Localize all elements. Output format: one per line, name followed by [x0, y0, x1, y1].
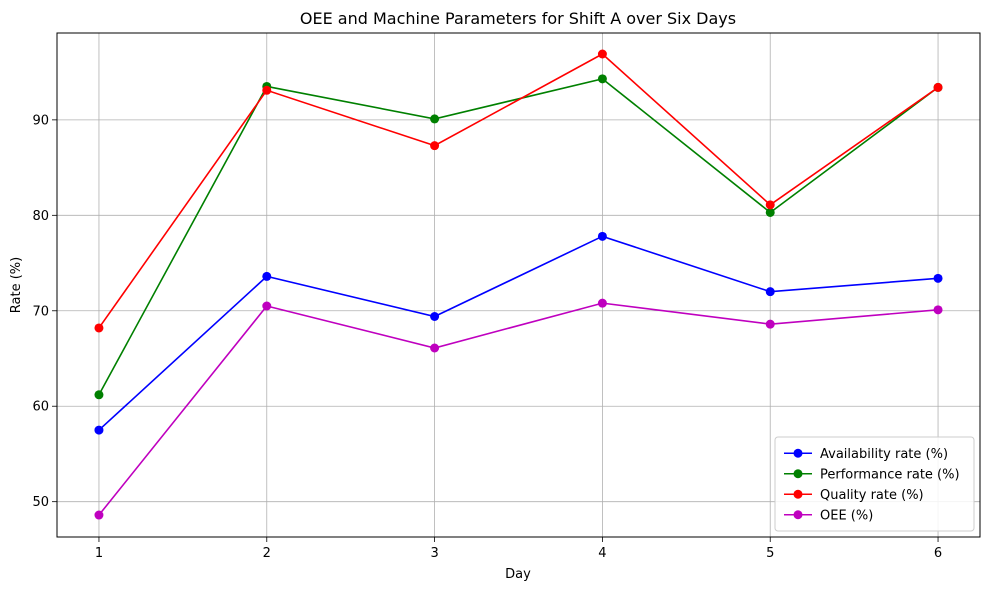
y-tick-label: 60: [32, 400, 49, 415]
legend-label: OEE (%): [820, 508, 873, 523]
y-axis: 50 60 70 80 90: [32, 113, 57, 510]
y-tick-label: 90: [32, 113, 49, 128]
legend-item: Performance rate (%): [784, 467, 960, 482]
x-tick-label: 1: [95, 546, 103, 561]
series-line: [98, 302, 939, 516]
data-point: [430, 312, 440, 321]
legend-marker: [793, 510, 803, 520]
chart-title: OEE and Machine Parameters for Shift A o…: [300, 9, 736, 28]
legend: Availability rate (%) Performance rate (%…: [774, 436, 975, 532]
legend-item: OEE (%): [784, 508, 873, 523]
legend-box: [774, 436, 975, 532]
series-4: [94, 298, 943, 520]
x-tick-label: 6: [934, 546, 942, 561]
legend-label: Availability rate (%): [820, 447, 948, 462]
data-point: [94, 425, 104, 435]
series-line: [98, 77, 939, 396]
series-line: [98, 235, 939, 431]
data-point: [94, 323, 104, 333]
legend-label: Quality rate (%): [820, 488, 924, 503]
data-point: [933, 305, 943, 315]
data-point: [94, 390, 104, 400]
x-tick-label: 4: [598, 546, 606, 561]
data-point: [765, 319, 775, 329]
data-point: [262, 271, 272, 281]
data-point: [262, 301, 272, 311]
series-3: [94, 49, 943, 333]
data-point: [262, 85, 272, 95]
legend-marker: [793, 489, 803, 499]
data-point: [94, 510, 104, 520]
series-2: [94, 74, 943, 400]
legend-label: Performance rate (%): [820, 467, 960, 482]
legend-item: Availability rate (%): [784, 447, 948, 462]
x-tick-label: 3: [430, 546, 438, 561]
data-point: [933, 273, 943, 283]
y-tick-label: 50: [32, 495, 49, 510]
series-layer: [94, 49, 943, 520]
x-tick-label: 2: [263, 546, 271, 561]
data-point: [430, 114, 440, 124]
series-line: [98, 53, 939, 329]
legend-item: Quality rate (%): [784, 488, 924, 503]
x-tick-label: 5: [766, 546, 774, 561]
legend-marker: [793, 469, 803, 479]
y-axis-label: Rate (%): [9, 257, 24, 313]
data-point: [430, 141, 440, 151]
data-point: [765, 207, 775, 217]
data-point: [430, 343, 440, 353]
plot-area: [56, 32, 981, 538]
data-point: [933, 82, 943, 92]
y-tick-label: 80: [32, 209, 49, 224]
series-1: [94, 231, 943, 435]
data-point: [597, 49, 607, 59]
legend-marker: [793, 448, 803, 458]
data-point: [597, 231, 607, 241]
data-point: [765, 287, 775, 297]
y-tick-label: 70: [32, 304, 49, 319]
x-axis-label: Day: [505, 567, 531, 582]
data-point: [597, 298, 607, 308]
x-axis: 1 2 3 4 5 6: [95, 537, 942, 561]
data-point: [597, 74, 607, 84]
data-point: [765, 200, 775, 210]
